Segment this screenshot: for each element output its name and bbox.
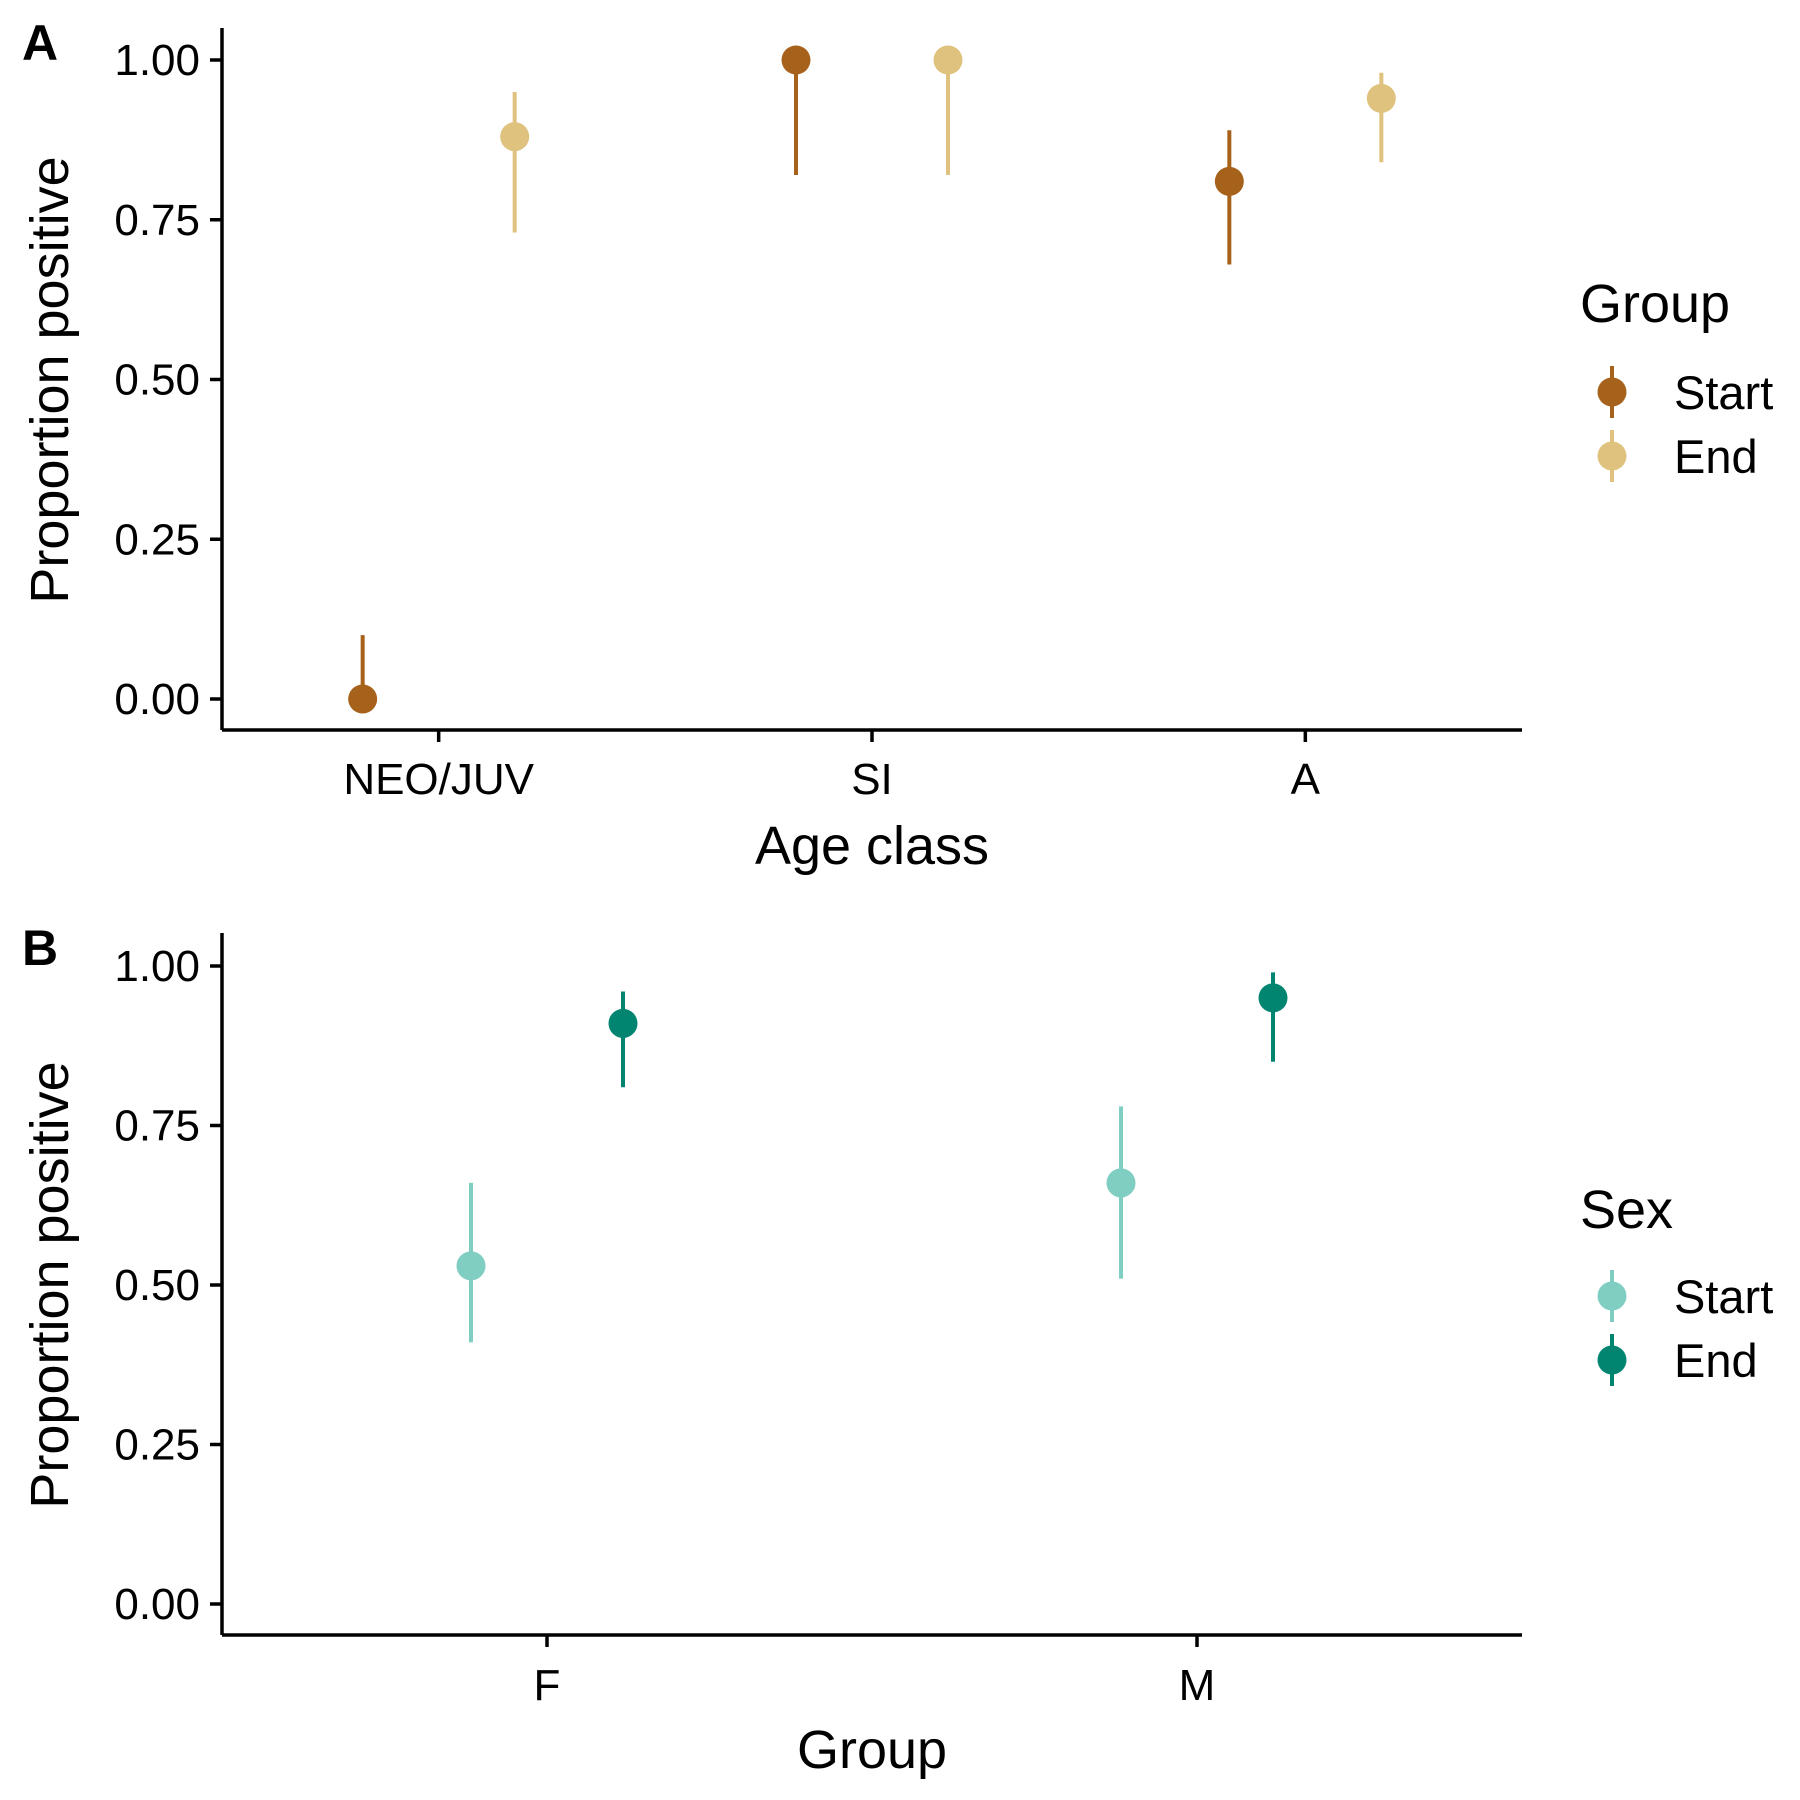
- data-point: [1106, 1168, 1136, 1198]
- legend-key-point: [1597, 441, 1627, 471]
- legend-title: Sex: [1580, 1180, 1673, 1240]
- data-point: [348, 684, 378, 714]
- x-tick-label: M: [1179, 1661, 1216, 1710]
- data-point: [500, 122, 530, 152]
- panel-tag: A: [22, 15, 58, 71]
- legend-label: End: [1674, 430, 1758, 483]
- y-tick-label: 0.50: [114, 1261, 200, 1310]
- series-end: [500, 45, 1396, 233]
- y-tick-label: 0.25: [114, 515, 200, 564]
- x-tick-label: F: [534, 1661, 561, 1710]
- series-end: [608, 972, 1288, 1088]
- legend-title: Group: [1580, 274, 1730, 334]
- y-tick-label: 0.00: [114, 1580, 200, 1629]
- series-start: [456, 1106, 1136, 1343]
- y-tick-label: 0.75: [114, 1102, 200, 1151]
- y-tick-label: 0.50: [114, 356, 200, 405]
- y-tick-label: 1.00: [114, 36, 200, 85]
- data-point: [933, 45, 963, 75]
- x-tick-label: SI: [851, 755, 893, 804]
- panel-tag: B: [22, 920, 58, 976]
- legend-label: Start: [1674, 1270, 1773, 1323]
- legend-key-point: [1597, 1345, 1627, 1375]
- y-axis-title: Proportion positive: [20, 1061, 80, 1508]
- x-axis-title: Age class: [755, 816, 989, 876]
- panel-b: B 0.00 0.25 0.50 0.75 1.00 F M Group Proportion p…: [20, 920, 1773, 1780]
- data-point: [1366, 83, 1396, 113]
- y-tick-label: 0.25: [114, 1421, 200, 1470]
- data-point: [781, 45, 811, 75]
- x-tick-label: A: [1291, 755, 1321, 804]
- data-point: [456, 1251, 486, 1281]
- x-axis-title: Group: [797, 1720, 947, 1780]
- y-tick-label: 1.00: [114, 942, 200, 991]
- data-point: [1214, 166, 1244, 196]
- y-axis-title: Proportion positive: [20, 156, 80, 603]
- x-tick-label: NEO/JUV: [343, 755, 534, 804]
- y-tick-label: 0.00: [114, 675, 200, 724]
- legend-label: End: [1674, 1334, 1758, 1387]
- series-start: [348, 45, 1244, 714]
- legend-key-point: [1597, 377, 1627, 407]
- data-point: [1258, 983, 1288, 1013]
- legend-key-point: [1597, 1281, 1627, 1311]
- legend-label: Start: [1674, 366, 1773, 419]
- legend: Group Start End: [1580, 274, 1773, 483]
- y-tick-label: 0.75: [114, 196, 200, 245]
- data-point: [608, 1008, 638, 1038]
- panel-a: A 0.00 0.25 0.50 0.75 1.00 NEO/JUV SI A Age class…: [20, 15, 1773, 876]
